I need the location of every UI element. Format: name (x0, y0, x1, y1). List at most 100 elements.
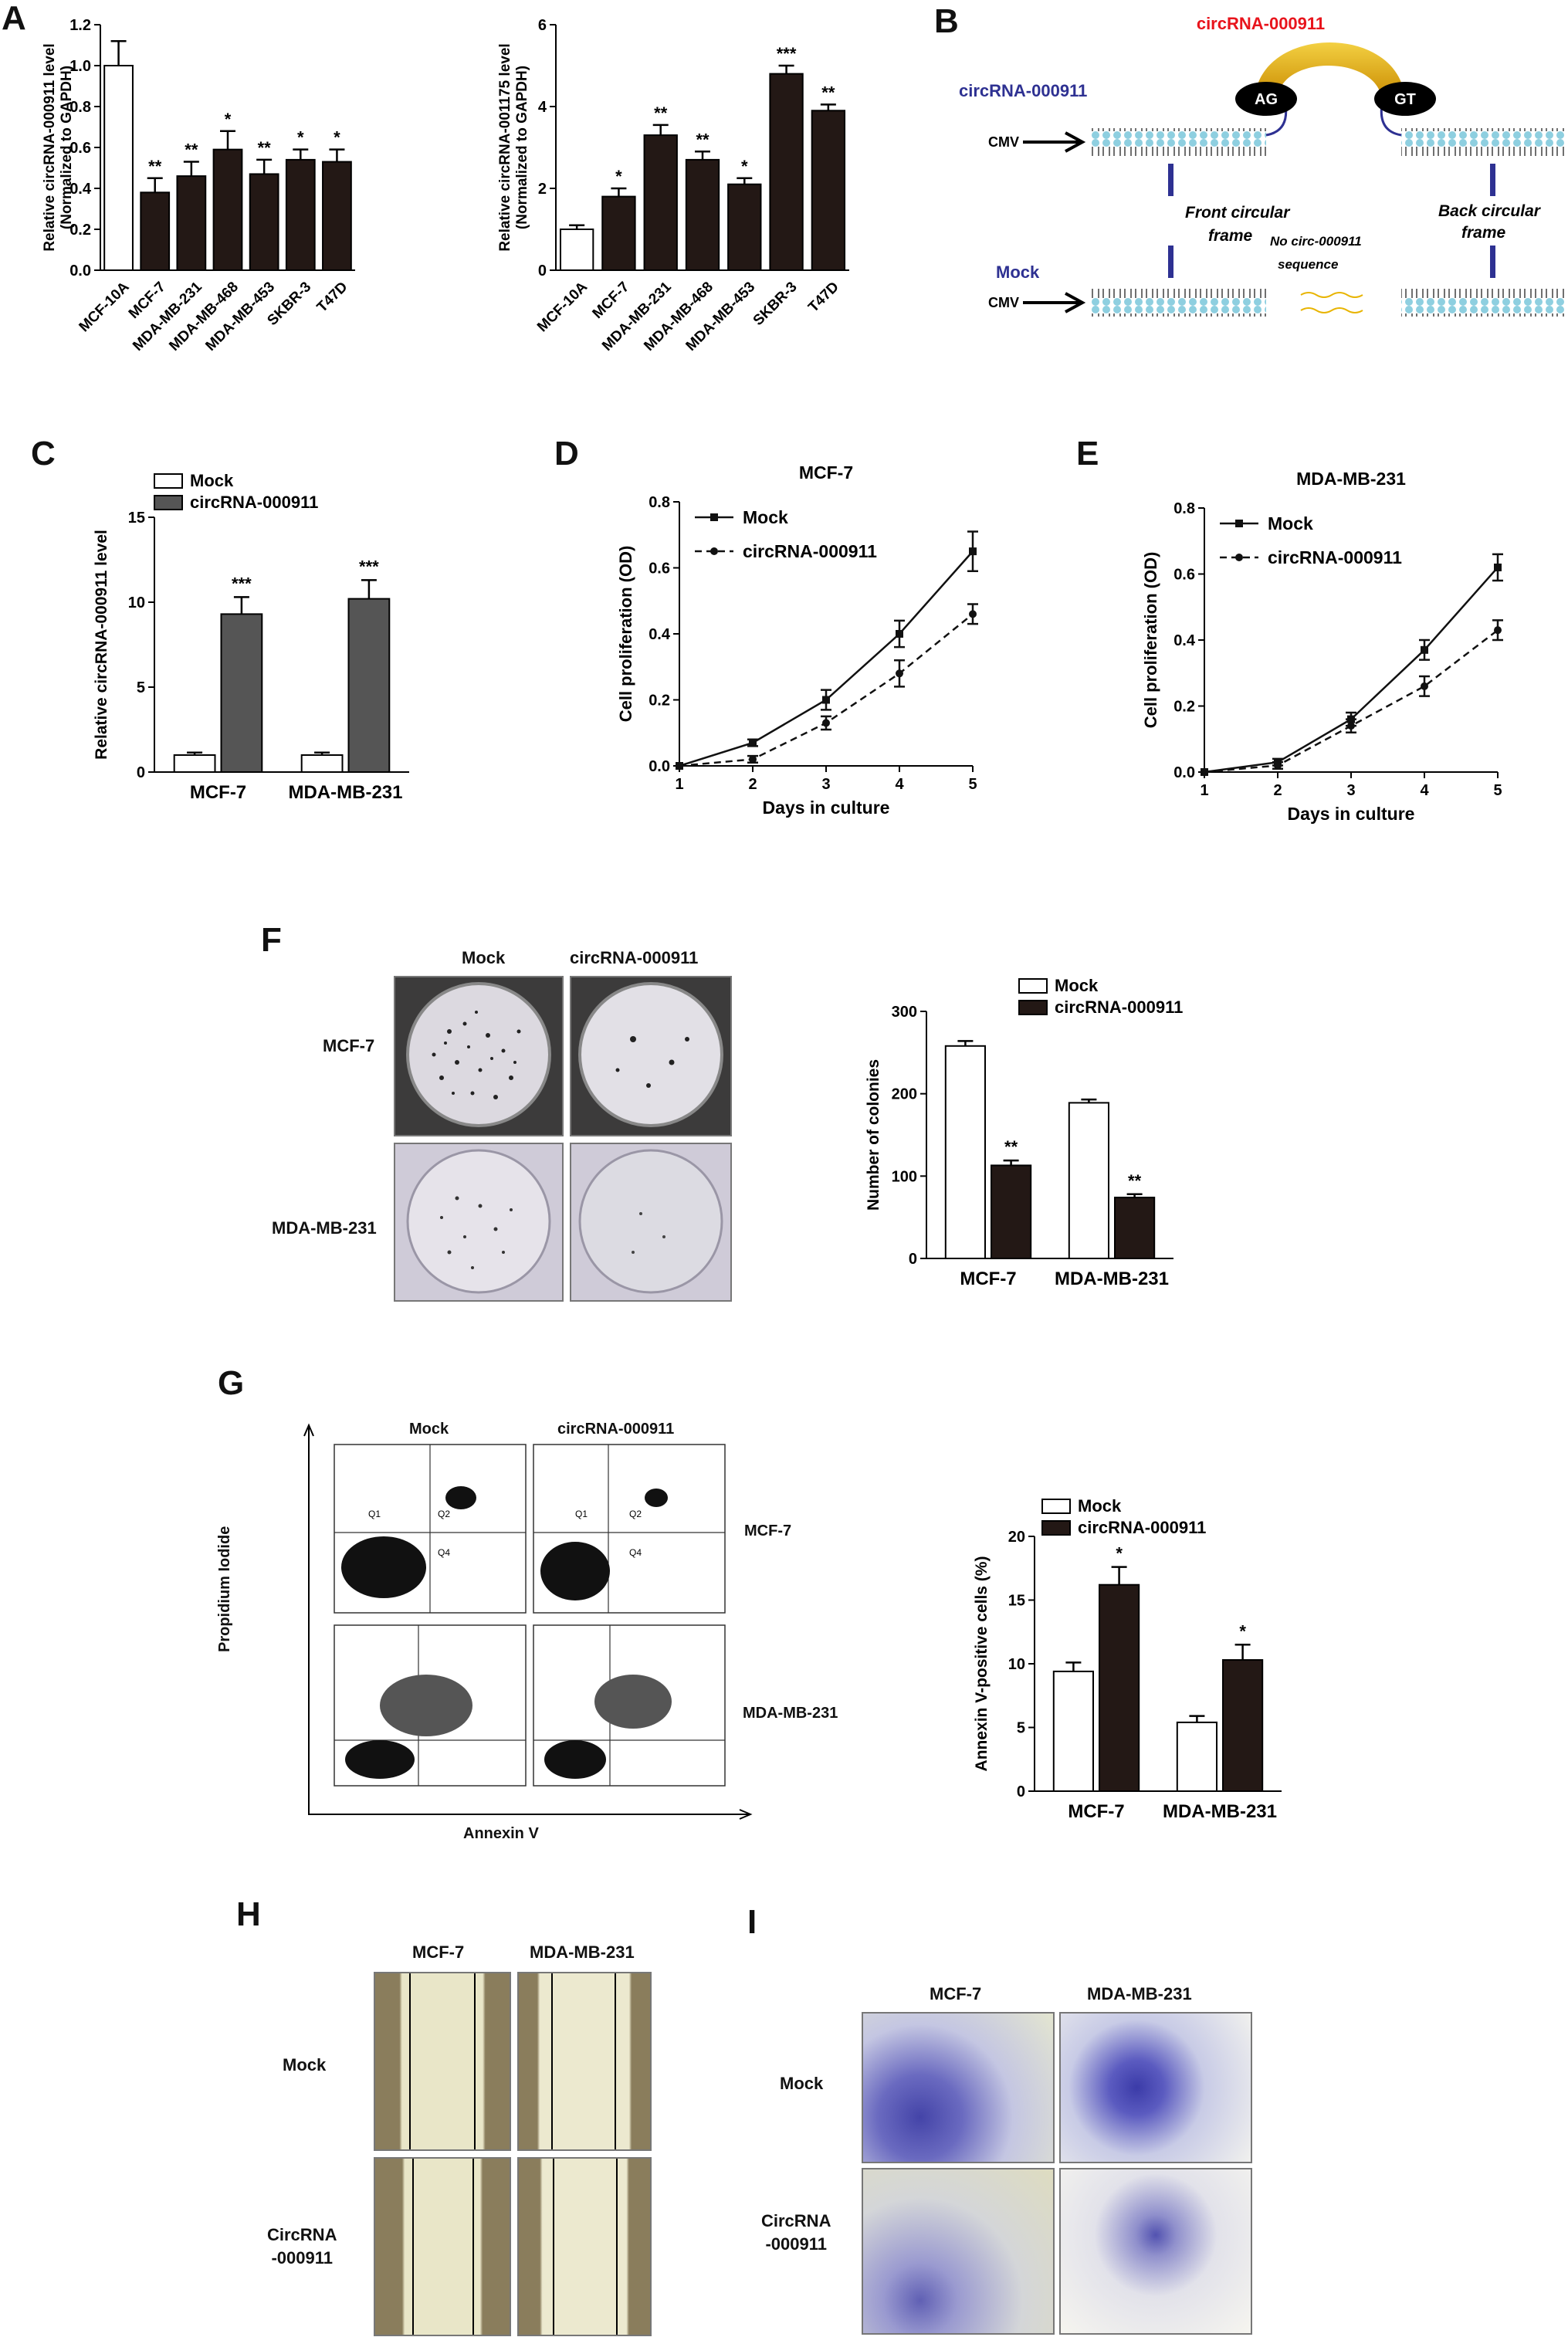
y-tick-label: 10 (1008, 1656, 1025, 1673)
x-tick-label: MCF-10A (534, 279, 591, 335)
legend-label: circRNA-000911 (743, 541, 877, 561)
y-tick-label: 0 (909, 1251, 917, 1268)
g-col-circrna: circRNA-000911 (557, 1421, 675, 1438)
f-row-mdamb231: MDA-MB-231 (272, 1218, 377, 1238)
bar (685, 158, 720, 271)
error-bar (652, 124, 669, 136)
y-tick-label: 0.2 (1173, 699, 1195, 716)
bar (1222, 1659, 1264, 1792)
data-point (822, 719, 830, 727)
y-tick-label: 2 (538, 181, 547, 198)
error-bar (293, 148, 309, 160)
significance-label: ** (696, 130, 709, 149)
bar (1176, 1721, 1217, 1792)
y-tick-label: 15 (128, 510, 145, 527)
x-tick-label: 5 (1493, 782, 1502, 799)
data-point (1421, 645, 1428, 654)
data-point (1494, 626, 1502, 635)
colony-photo-mcf7-circrna (570, 976, 732, 1136)
bar (991, 1164, 1032, 1260)
y-axis-label: (Normalized to GAPDH) (59, 66, 75, 229)
error-bar (1065, 1661, 1082, 1671)
x-axis-label: Days in culture (763, 798, 890, 818)
y-axis-label: Annexin V-positive cells (%) (973, 1556, 991, 1772)
legend-marker (710, 547, 718, 555)
g-row-mdamb231: MDA-MB-231 (743, 1705, 838, 1722)
chart-colony-number: 0 100 200 300 ** MCF-7 ** MDA-MB-231 Number of c… (865, 976, 1183, 1289)
data-point (1201, 768, 1208, 776)
bar (811, 110, 846, 271)
chart-title: MCF-7 (799, 462, 853, 483)
error-bar (1234, 1644, 1251, 1661)
flow-plot-mcf7-mock: Q1 Q2 Q4 (334, 1444, 527, 1614)
y-axis-label: Relative circRNA-000911 level (42, 43, 58, 251)
y-tick-label: 0.6 (1173, 567, 1195, 584)
x-axis-label: Days in culture (1288, 804, 1415, 824)
error-bar (611, 187, 627, 197)
significance-label: ** (654, 103, 668, 123)
series-line (1204, 567, 1499, 774)
h-col-mdamb231: MDA-MB-231 (530, 1942, 635, 1962)
wound-photo-mdamb231-mock (517, 1972, 652, 2151)
error-bar (187, 751, 203, 755)
data-point (822, 696, 830, 704)
svg-text:Q1: Q1 (368, 1509, 381, 1519)
x-tick-label: MCF-7 (960, 1268, 1016, 1289)
y-tick-label: 200 (892, 1086, 917, 1103)
error-bar (569, 224, 585, 229)
transwell-photo-mdamb231-circrna (1059, 2168, 1252, 2335)
error-bar (1081, 1098, 1097, 1103)
significance-label: * (615, 167, 622, 186)
svg-text:Q1: Q1 (575, 1509, 588, 1519)
bar (1099, 1583, 1140, 1792)
chart-proliferation-mdamb231: 0.0 0.2 0.4 0.6 0.8 1 2 3 4 5 Mock circRNA-000911 MD… (1141, 469, 1503, 824)
back-frame-label-2: frame (1461, 224, 1506, 242)
x-tick-label: MDA-MB-231 (288, 782, 402, 803)
y-tick-label: 0.8 (69, 99, 91, 116)
bar (727, 183, 762, 271)
x-tick-label: T47D (314, 279, 351, 316)
error-bar (110, 39, 127, 66)
bar (173, 754, 216, 773)
dna-strand-left-bottom (1089, 289, 1266, 317)
legend-label: Mock (190, 471, 234, 490)
chart-circrna-001175-cell-lines: 0246MCF-10A*MCF-7**MDA-MB-231**MDA-MB-46… (497, 17, 849, 354)
gt-label: GT (1394, 91, 1416, 108)
back-frame-bar-lower (1490, 246, 1495, 278)
legend-marker (710, 513, 718, 521)
x-tick-label: MCF-10A (76, 279, 133, 335)
chart-overexpression-level: 0 5 10 15 *** MCF-7 *** MDA-MB-231 Relative circ… (93, 471, 409, 803)
construct-schematic: circRNA-000911 circRNA-000911 CMV AG GT … (959, 14, 1567, 317)
bar (769, 73, 804, 271)
f-col-mock: Mock (462, 948, 506, 967)
series-line (679, 550, 974, 767)
y-tick-label: 0 (538, 262, 547, 279)
data-point (896, 669, 903, 678)
dna-strand-right-top (1401, 128, 1567, 156)
cmv-arrow-bottom (1023, 292, 1086, 313)
x-tick-label: MDA-MB-231 (1163, 1801, 1277, 1822)
x-tick-label: 2 (1273, 782, 1282, 799)
y-tick-label: 0.0 (649, 758, 670, 775)
g-x-axis: Annexin V (463, 1825, 539, 1842)
flow-plot-mdamb231-mock (334, 1624, 527, 1787)
bar (220, 613, 263, 773)
x-tick-label: T47D (805, 279, 842, 316)
data-point (676, 762, 683, 770)
significance-label: * (225, 110, 232, 129)
data-point (969, 547, 977, 556)
error-bar (957, 1040, 974, 1046)
bar (176, 175, 207, 272)
legend-label: Mock (1268, 513, 1313, 533)
data-point (969, 610, 977, 618)
svg-text:Q4: Q4 (629, 1547, 642, 1558)
bar (300, 754, 344, 773)
significance-label: ** (821, 83, 835, 102)
y-tick-label: 100 (892, 1168, 917, 1185)
g-y-axis: Propidium Iodide (216, 1526, 233, 1652)
y-tick-label: 0.6 (69, 140, 91, 157)
x-tick-label: MCF-7 (1068, 1801, 1124, 1822)
error-bar (183, 161, 199, 177)
error-bar (1126, 1193, 1143, 1198)
panel-label-b: B (934, 2, 959, 40)
